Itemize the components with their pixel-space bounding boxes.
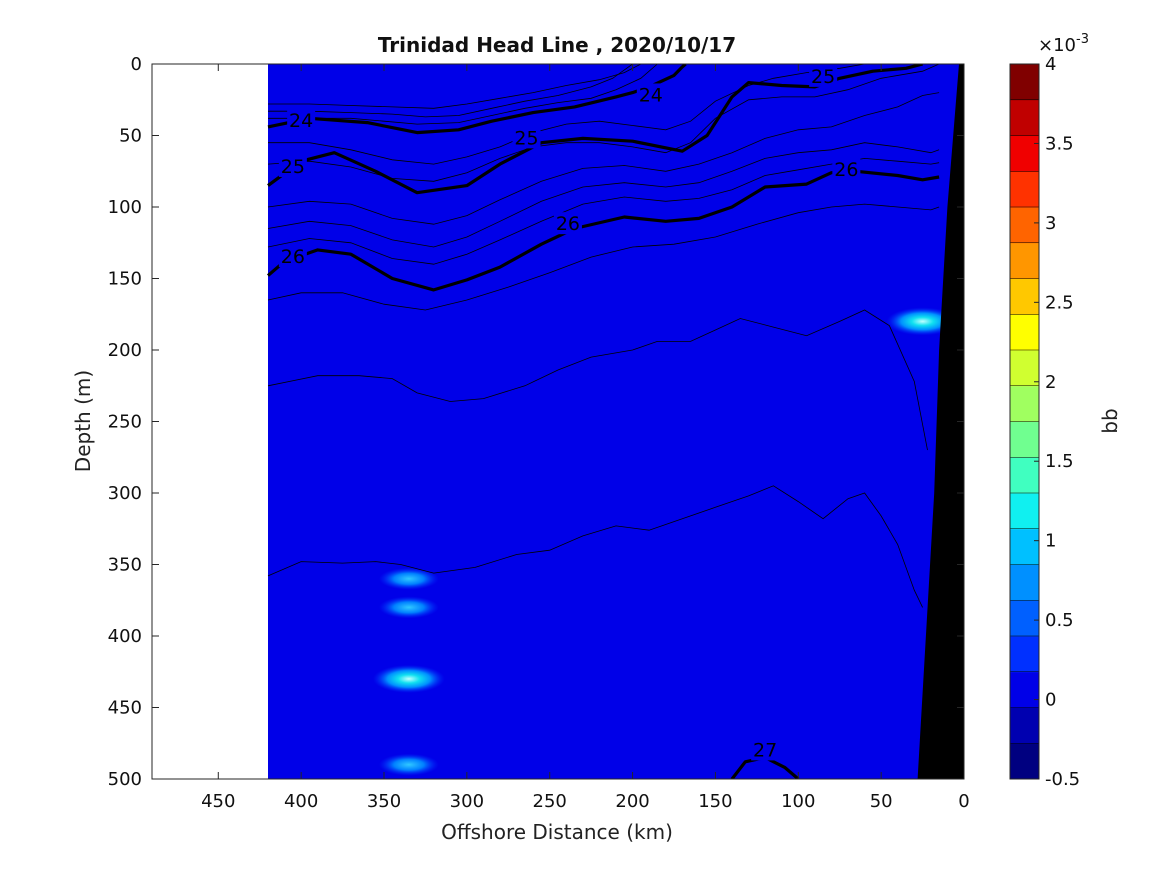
colorbar-swatch <box>1010 207 1039 244</box>
contour-label: 25 <box>514 127 538 149</box>
colorbar-tick-label: 1 <box>1045 531 1056 552</box>
x-axis-ticks: 450 400 350 300 250 200 150 100 50 0 <box>201 64 970 812</box>
thin-contour-line <box>268 64 865 165</box>
colorbar-tick-label: 0 <box>1045 690 1056 711</box>
contour-labels: 24 24 25 25 25 26 26 26 27 <box>278 64 861 761</box>
colorbar-tick-label: 3 <box>1045 213 1056 234</box>
x-axis-label: Offshore Distance (km) <box>441 820 673 844</box>
contour-label-bg <box>636 83 665 106</box>
thin-contour-line <box>268 64 642 109</box>
contour-label-bg <box>553 212 582 235</box>
contour-label: 24 <box>289 110 313 132</box>
x-tick-label: 50 <box>870 791 893 812</box>
colorbar-label: bb <box>1098 408 1122 433</box>
colorbar-swatch <box>1010 242 1039 279</box>
chart-title: Trinidad Head Line , 2020/10/17 <box>378 33 736 57</box>
bb-hotspot <box>378 567 439 590</box>
contour-label-bg <box>278 245 307 268</box>
colorbar-swatch <box>1010 636 1039 673</box>
x-tick-label: 100 <box>781 791 815 812</box>
y-tick-label: 400 <box>108 626 142 647</box>
x-tick-label: 0 <box>958 791 969 812</box>
y-tick-label: 50 <box>119 126 142 147</box>
contour-label-bg <box>751 738 780 761</box>
colorbar-swatch <box>1010 278 1039 315</box>
x-tick-label: 400 <box>284 791 318 812</box>
colorbar-swatch <box>1010 421 1039 458</box>
y-axis-label: Depth (m) <box>71 370 95 472</box>
contour-label-bg <box>287 109 316 132</box>
x-tick-label: 350 <box>367 791 401 812</box>
y-tick-label: 450 <box>108 698 142 719</box>
colorbar-swatch <box>1010 457 1039 494</box>
y-tick-label: 300 <box>108 483 142 504</box>
colorbar-tick-label: 2 <box>1045 372 1056 393</box>
colorbar-swatch <box>1010 707 1039 744</box>
colorbar-swatch <box>1010 171 1039 208</box>
thin-contour-line <box>267 142 940 248</box>
colorbar-swatch <box>1010 385 1039 422</box>
thin-contour-line <box>267 203 940 311</box>
colorbar-exponent: ×10-3 <box>1038 32 1089 56</box>
colorbar-tick-label: 2.5 <box>1045 292 1074 313</box>
thin-contour-line <box>267 92 940 225</box>
colorbar-tick-label: -0.5 <box>1045 769 1080 790</box>
contour-label-bg <box>278 154 307 177</box>
y-tick-label: 0 <box>131 54 142 75</box>
x-tick-label: 300 <box>450 791 484 812</box>
thin-contour-line <box>268 64 633 118</box>
colorbar: -0.5 0 0.5 1 1.5 2 2.5 3 3.5 4 <box>1009 54 1080 790</box>
colorbar-tick-label: 4 <box>1045 54 1056 75</box>
colorbar-swatch <box>1010 350 1039 387</box>
thin-contour-line <box>267 64 940 182</box>
colorbar-tick-label: 3.5 <box>1045 133 1074 154</box>
contour-label: 26 <box>556 213 580 235</box>
contour-label: 25 <box>811 66 835 88</box>
y-axis-ticks: 0 50 100 150 200 250 300 350 400 450 500 <box>108 54 964 790</box>
contour-label-bg <box>809 64 838 87</box>
x-tick-label: 250 <box>533 791 567 812</box>
colorbar-swatch <box>1010 564 1039 601</box>
x-tick-label: 450 <box>201 791 235 812</box>
isopycnal-24-line <box>267 64 687 135</box>
x-tick-label: 200 <box>615 791 649 812</box>
y-tick-label: 500 <box>108 769 142 790</box>
colorbar-swatch <box>1010 99 1039 136</box>
x-tick-label: 150 <box>698 791 732 812</box>
y-tick-label: 350 <box>108 555 142 576</box>
colorbar-swatch <box>1010 528 1039 565</box>
bb-hotspot <box>372 664 445 693</box>
seafloor-mask <box>917 64 964 779</box>
colorbar-swatch <box>1010 64 1039 101</box>
bb-hotspot <box>378 596 439 619</box>
contour-label: 26 <box>834 159 858 181</box>
colorbar-swatch <box>1010 493 1039 530</box>
colorbar-swatch <box>1010 600 1039 637</box>
y-tick-label: 100 <box>108 197 142 218</box>
colorbar-swatch <box>1010 135 1039 172</box>
y-tick-label: 200 <box>108 340 142 361</box>
colorbar-swatch <box>1010 671 1039 708</box>
y-tick-label: 150 <box>108 269 142 290</box>
contour-label-bg <box>512 126 541 149</box>
contour-label: 27 <box>753 739 777 761</box>
colorbar-tick-label: 0.5 <box>1045 610 1074 631</box>
contour-label: 24 <box>639 84 663 106</box>
y-tick-label: 250 <box>108 412 142 433</box>
thin-contour-line <box>267 309 928 451</box>
colorbar-tick-label: 1.5 <box>1045 451 1074 472</box>
colorbar-swatch <box>1010 314 1039 351</box>
bb-hotspot <box>378 753 439 776</box>
colorbar-swatch <box>1010 743 1039 780</box>
contour-label: 26 <box>281 246 305 268</box>
thin-contour-line <box>267 485 923 608</box>
contour-label: 25 <box>281 156 305 178</box>
colorbar-frame <box>1009 63 1040 780</box>
contour-label-bg <box>832 157 861 180</box>
thin-contour-line <box>268 64 658 125</box>
